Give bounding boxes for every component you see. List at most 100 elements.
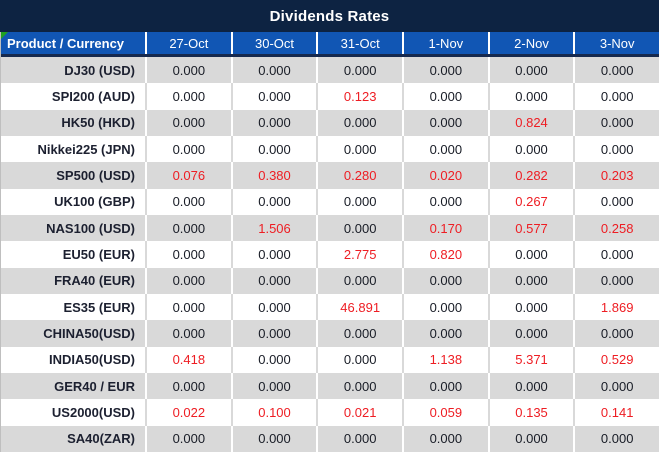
column-header-date: 2-Nov <box>490 32 576 54</box>
rate-cell: 0.000 <box>404 320 490 347</box>
table-row: HK50 (HKD) 0.000 0.000 0.000 0.000 0.824 0.000 <box>1 109 659 136</box>
product-cell: US2000(USD) <box>1 399 147 426</box>
table-row: UK100 (GBP) 0.000 0.000 0.000 0.000 0.267 0.00… <box>1 188 659 215</box>
table-header-row: Product / Currency 27-Oct 30-Oct 31-Oct 1-N… <box>1 32 659 57</box>
column-header-date: 3-Nov <box>599 35 635 51</box>
table-row: SA40(ZAR) 0.000 0.000 0.000 0.000 0.000 0.000 <box>1 425 659 452</box>
rate-cell: 0.000 <box>404 135 490 163</box>
rate-cell: 0.141 <box>600 404 634 420</box>
rate-cell: 0.000 <box>600 273 634 289</box>
rate-cell: 0.529 <box>600 352 634 368</box>
rate-cell: 0.000 <box>600 194 634 210</box>
rate-cell: 0.000 <box>600 378 634 394</box>
rate-cell: 0.000 <box>233 135 319 163</box>
table-row: SP500 (USD) 0.076 0.380 0.280 0.020 0.282 0.20… <box>1 162 659 189</box>
rate-cell: 0.000 <box>490 83 576 110</box>
rate-cell: 0.000 <box>233 188 319 215</box>
rate-cell: 0.135 <box>490 399 576 426</box>
rate-cell: 0.000 <box>233 241 319 268</box>
rate-cell: 0.000 <box>318 372 405 400</box>
product-cell: INDIA50(USD) <box>1 346 147 373</box>
rate-cell: 0.258 <box>600 220 634 236</box>
product-cell: FRA40 (EUR) <box>1 267 147 294</box>
rate-cell: 0.824 <box>490 109 576 136</box>
column-header-product: Product / Currency <box>1 32 147 54</box>
rate-cell: 5.371 <box>490 346 576 373</box>
rate-cell: 0.000 <box>318 425 405 452</box>
product-cell: EU50 (EUR) <box>1 241 147 268</box>
table-row: SPI200 (AUD) 0.000 0.000 0.123 0.000 0.000 0.0… <box>1 83 659 110</box>
rate-cell: 0.000 <box>233 293 319 321</box>
rate-cell: 0.170 <box>404 214 490 242</box>
rate-cell: 0.076 <box>147 162 233 189</box>
rate-cell: 0.000 <box>600 88 634 104</box>
table-row: US2000(USD) 0.022 0.100 0.021 0.059 0.135 0.14… <box>1 399 659 426</box>
rate-cell: 0.000 <box>404 267 490 294</box>
product-cell: SA40(ZAR) <box>1 425 147 452</box>
table-row: GER40 / EUR 0.000 0.000 0.000 0.000 0.000 0.00… <box>1 372 659 400</box>
dividends-table: Product / Currency 27-Oct 30-Oct 31-Oct 1-N… <box>0 32 659 452</box>
rate-cell: 0.000 <box>233 425 319 452</box>
rate-cell: 0.000 <box>233 320 319 347</box>
product-cell: Nikkei225 (JPN) <box>1 135 147 163</box>
table-row: INDIA50(USD) 0.418 0.000 0.000 1.138 5.371 0.5… <box>1 346 659 373</box>
rate-cell: 0.100 <box>233 399 319 426</box>
table-row: EU50 (EUR) 0.000 0.000 2.775 0.820 0.000 0.000 <box>1 241 659 268</box>
rate-cell: 0.020 <box>404 162 490 189</box>
rate-cell: 0.000 <box>490 372 576 400</box>
rate-cell: 0.418 <box>147 346 233 373</box>
rate-cell: 0.000 <box>404 425 490 452</box>
rate-cell: 0.000 <box>147 320 233 347</box>
rate-cell: 0.203 <box>600 167 634 183</box>
table-row: Nikkei225 (JPN) 0.000 0.000 0.000 0.000 0.000… <box>1 135 659 163</box>
rate-cell: 0.000 <box>600 62 634 78</box>
product-cell: GER40 / EUR <box>1 372 147 400</box>
rate-cell: 0.000 <box>404 372 490 400</box>
rate-cell: 0.000 <box>147 293 233 321</box>
rate-cell: 1.506 <box>233 214 319 242</box>
rate-cell: 0.021 <box>318 399 405 426</box>
rate-cell: 0.000 <box>318 188 405 215</box>
page-title: Dividends Rates <box>269 7 390 25</box>
column-header-date: 27-Oct <box>147 32 233 54</box>
table-row: NAS100 (USD) 0.000 1.506 0.000 0.170 0.577 0.2… <box>1 214 659 242</box>
product-cell: HK50 (HKD) <box>1 109 147 136</box>
rate-cell: 0.000 <box>600 246 634 262</box>
rate-cell: 0.000 <box>490 135 576 163</box>
corner-flag-icon <box>1 32 8 39</box>
rate-cell: 0.282 <box>490 162 576 189</box>
rate-cell: 0.000 <box>600 141 634 157</box>
rate-cell: 0.000 <box>490 293 576 321</box>
rate-cell: 0.000 <box>490 425 576 452</box>
rate-cell: 0.000 <box>147 83 233 110</box>
product-cell: DJ30 (USD) <box>1 57 147 84</box>
rate-cell: 0.000 <box>147 188 233 215</box>
rate-cell: 0.000 <box>490 320 576 347</box>
rate-cell: 0.000 <box>233 346 319 373</box>
product-cell: ES35 (EUR) <box>1 293 147 321</box>
rate-cell: 0.000 <box>233 372 319 400</box>
rate-cell: 0.280 <box>318 162 405 189</box>
column-header-date: 31-Oct <box>318 32 405 54</box>
title-bar: Dividends Rates <box>0 0 659 32</box>
rate-cell: 0.000 <box>404 293 490 321</box>
column-header-date: 1-Nov <box>404 32 490 54</box>
rate-cell: 0.000 <box>318 346 405 373</box>
rate-cell: 0.577 <box>490 214 576 242</box>
rate-cell: 0.000 <box>233 83 319 110</box>
rate-cell: 0.000 <box>233 109 319 136</box>
rate-cell: 0.000 <box>233 57 319 84</box>
rate-cell: 0.820 <box>404 241 490 268</box>
rate-cell: 0.267 <box>490 188 576 215</box>
rate-cell: 0.022 <box>147 399 233 426</box>
column-header-date: 30-Oct <box>233 32 319 54</box>
rate-cell: 0.000 <box>404 83 490 110</box>
product-cell: SP500 (USD) <box>1 162 147 189</box>
rate-cell: 0.000 <box>600 325 634 341</box>
rate-cell: 0.000 <box>404 109 490 136</box>
product-cell: SPI200 (AUD) <box>1 83 147 110</box>
rate-cell: 0.000 <box>404 57 490 84</box>
rate-cell: 0.000 <box>490 267 576 294</box>
product-cell: NAS100 (USD) <box>1 214 147 242</box>
